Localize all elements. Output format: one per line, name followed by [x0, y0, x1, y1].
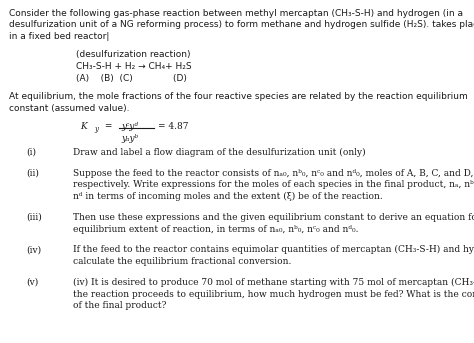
Text: At equilibrium, the mole fractions of the four reactive species are related by t: At equilibrium, the mole fractions of th…: [9, 92, 467, 102]
Text: of the final product?: of the final product?: [73, 301, 167, 310]
Text: Suppose the feed to the reactor consists of nₐ₀, nᵇ₀, nᶜ₀ and nᵈ₀, moles of A, B: Suppose the feed to the reactor consists…: [73, 168, 474, 178]
Text: (iv) It is desired to produce 70 mol of methane starting with 75 mol of mercapta: (iv) It is desired to produce 70 mol of …: [73, 278, 474, 287]
Text: =: =: [102, 122, 112, 131]
Text: y: y: [94, 125, 98, 133]
Text: = 4.87: = 4.87: [158, 122, 188, 131]
Text: If the feed to the reactor contains equimolar quantities of mercaptan (CH₃-S-H) : If the feed to the reactor contains equi…: [73, 245, 474, 255]
Text: (ii): (ii): [26, 168, 39, 178]
Text: constant (assumed value).: constant (assumed value).: [9, 104, 129, 113]
Text: Consider the following gas-phase reaction between methyl mercaptan (CH₃-S-H) and: Consider the following gas-phase reactio…: [9, 9, 463, 17]
Text: (iv): (iv): [26, 245, 41, 254]
Text: (v): (v): [26, 278, 38, 287]
Text: yₐyᵇ: yₐyᵇ: [121, 134, 138, 143]
Text: CH₃-S-H + H₂ → CH₄+ H₂S: CH₃-S-H + H₂ → CH₄+ H₂S: [76, 62, 191, 71]
Text: nᵈ in terms of incoming moles and the extent (ξ) be of the reaction.: nᵈ in terms of incoming moles and the ex…: [73, 192, 383, 201]
Text: desulfurization unit of a NG reforming process) to form methane and hydrogen sul: desulfurization unit of a NG reforming p…: [9, 20, 474, 29]
Text: Then use these expressions and the given equilibrium constant to derive an equat: Then use these expressions and the given…: [73, 213, 474, 222]
Text: (A)    (B)  (C)              (D): (A) (B) (C) (D): [76, 73, 187, 83]
Text: Draw and label a flow diagram of the desulfurization unit (only): Draw and label a flow diagram of the des…: [73, 148, 366, 157]
Text: equilibrium extent of reaction, in terms of nₐ₀, nᵇ₀, nᶜ₀ and nᵈ₀.: equilibrium extent of reaction, in terms…: [73, 225, 359, 234]
Text: calculate the equilibrium fractional conversion.: calculate the equilibrium fractional con…: [73, 257, 292, 266]
Text: in a fixed bed reactor|: in a fixed bed reactor|: [9, 32, 109, 41]
Text: (iii): (iii): [26, 213, 42, 222]
Text: (desulfurization reaction): (desulfurization reaction): [76, 50, 191, 59]
Text: K: K: [81, 122, 87, 131]
Text: yᶜyᵈ: yᶜyᵈ: [121, 122, 138, 131]
Text: respectively. Write expressions for the moles of each species in the final produ: respectively. Write expressions for the …: [73, 180, 474, 189]
Text: (i): (i): [26, 148, 36, 157]
Text: the reaction proceeds to equilibrium, how much hydrogen must be fed? What is the: the reaction proceeds to equilibrium, ho…: [73, 289, 474, 298]
